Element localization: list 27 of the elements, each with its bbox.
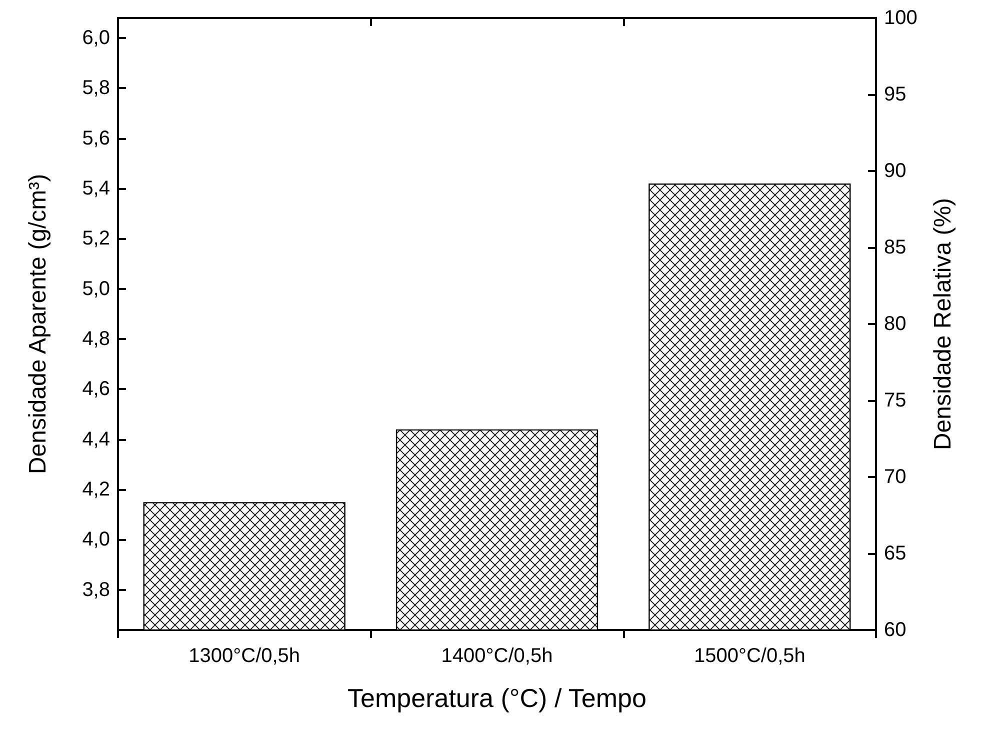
y-tick-label: 5,6 bbox=[82, 127, 110, 150]
y-tick-label: 5,2 bbox=[82, 228, 110, 250]
y2-axis-title: Densidade Relativa (%) bbox=[930, 198, 956, 450]
y2-tick-label: 95 bbox=[884, 84, 906, 106]
y-tick-label: 4,0 bbox=[82, 528, 110, 551]
y-tick-label: 5,4 bbox=[82, 178, 110, 200]
y2-tick-label: 70 bbox=[884, 466, 906, 488]
y-tick-label: 4,6 bbox=[82, 378, 110, 400]
y-tick-label: 4,4 bbox=[82, 428, 110, 450]
y-tick-label: 4,8 bbox=[82, 328, 110, 350]
y2-tick-label: 100 bbox=[884, 7, 918, 29]
x-tick-label: 1500°C/0,5h bbox=[694, 645, 806, 667]
y2-tick-label: 65 bbox=[884, 542, 906, 564]
y-axis-title: Densidade Aparente (g/cm³) bbox=[24, 174, 52, 474]
y2-tick-label: 60 bbox=[884, 619, 906, 641]
y-tick-label: 6,0 bbox=[82, 27, 110, 50]
y2-tick-label: 90 bbox=[884, 160, 906, 182]
x-tick-label: 1400°C/0,5h bbox=[441, 645, 553, 667]
y-tick-label: 5,0 bbox=[82, 278, 110, 300]
y2-tick-label: 85 bbox=[884, 236, 906, 258]
y-tick-label: 3,8 bbox=[82, 578, 110, 601]
y2-tick-label: 80 bbox=[884, 313, 906, 335]
x-axis-title: Temperatura (°C) / Tempo bbox=[348, 683, 646, 713]
y2-tick-label: 75 bbox=[884, 390, 906, 412]
x-tick-label: 1300°C/0,5h bbox=[188, 645, 300, 667]
y-tick-label: 5,8 bbox=[82, 77, 110, 100]
y-tick-label: 4,2 bbox=[82, 478, 110, 501]
